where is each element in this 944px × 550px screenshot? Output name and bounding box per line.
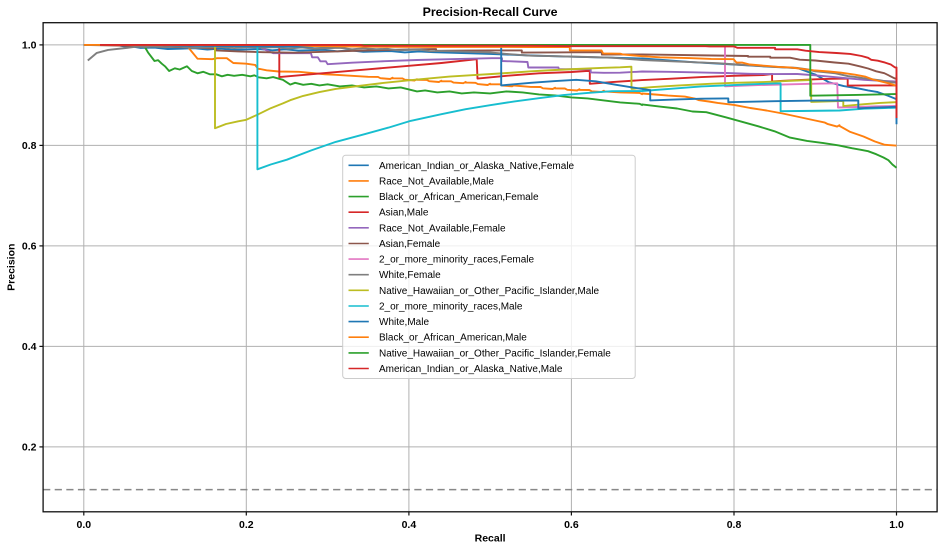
svg-text:0.4: 0.4	[402, 519, 417, 531]
svg-text:1.0: 1.0	[889, 519, 904, 531]
svg-text:American_Indian_or_Alaska_Nati: American_Indian_or_Alaska_Native,Female	[379, 161, 575, 172]
svg-text:Native_Hawaiian_or_Other_Pacif: Native_Hawaiian_or_Other_Pacific_Islande…	[379, 286, 600, 297]
svg-text:White,Male: White,Male	[379, 317, 429, 328]
svg-text:Native_Hawaiian_or_Other_Pacif: Native_Hawaiian_or_Other_Pacific_Islande…	[379, 348, 611, 359]
svg-text:Precision-Recall Curve: Precision-Recall Curve	[423, 5, 558, 19]
svg-text:Precision: Precision	[6, 244, 18, 291]
svg-text:0.2: 0.2	[22, 442, 37, 454]
svg-text:0.8: 0.8	[727, 519, 742, 531]
svg-text:0.0: 0.0	[76, 519, 91, 531]
svg-text:0.8: 0.8	[22, 140, 37, 152]
svg-text:Asian,Female: Asian,Female	[379, 239, 441, 250]
svg-text:Black_or_African_American,Fema: Black_or_African_American,Female	[379, 192, 539, 203]
svg-text:0.6: 0.6	[22, 241, 37, 253]
svg-text:0.2: 0.2	[239, 519, 254, 531]
svg-text:2_or_more_minority_races,Male: 2_or_more_minority_races,Male	[379, 302, 523, 313]
svg-text:American_Indian_or_Alaska_Nati: American_Indian_or_Alaska_Native,Male	[379, 364, 563, 375]
svg-text:White,Female: White,Female	[379, 270, 441, 281]
svg-text:Black_or_African_American,Male: Black_or_African_American,Male	[379, 333, 527, 344]
svg-text:0.4: 0.4	[22, 341, 37, 353]
svg-text:Recall: Recall	[475, 533, 506, 545]
svg-text:Asian,Male: Asian,Male	[379, 208, 429, 219]
svg-text:Race_Not_Available,Female: Race_Not_Available,Female	[379, 223, 506, 234]
svg-text:2_or_more_minority_races,Femal: 2_or_more_minority_races,Female	[379, 255, 535, 266]
svg-text:Race_Not_Available,Male: Race_Not_Available,Male	[379, 176, 494, 187]
svg-text:0.6: 0.6	[564, 519, 579, 531]
svg-text:1.0: 1.0	[22, 40, 37, 52]
